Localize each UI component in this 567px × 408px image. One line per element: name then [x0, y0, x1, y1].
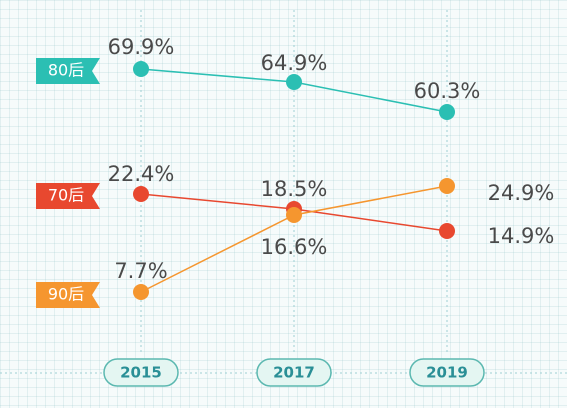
series-tag-bg: [36, 183, 100, 209]
x-tick-label: 2015: [120, 364, 162, 382]
data-point: [439, 223, 455, 239]
data-label: 14.9%: [488, 224, 555, 248]
x-tick-label: 2019: [426, 364, 468, 382]
data-label: 7.7%: [114, 259, 167, 283]
x-tick-pill: [103, 358, 179, 387]
series-tag: 90后: [36, 282, 100, 308]
x-tick-2015: 2015: [103, 358, 179, 387]
data-label: 24.9%: [488, 181, 555, 205]
series-tag-label: 90后: [48, 285, 84, 304]
data-label: 18.5%: [261, 177, 328, 201]
data-label: 60.3%: [414, 79, 481, 103]
data-label: 16.6%: [261, 235, 328, 259]
x-tick-2019: 2019: [409, 358, 485, 387]
x-tick-pill: [409, 358, 485, 387]
series-tag-label: 80后: [48, 61, 84, 80]
data-point: [286, 207, 302, 223]
data-point: [286, 74, 302, 90]
x-tick-2017: 2017: [256, 358, 332, 387]
data-point: [133, 284, 149, 300]
data-point: [133, 61, 149, 77]
series-tag-bg: [36, 58, 100, 84]
series-tag: 70后: [36, 183, 100, 209]
data-point: [439, 104, 455, 120]
data-point: [133, 186, 149, 202]
data-label: 69.9%: [108, 35, 175, 59]
data-label: 22.4%: [108, 162, 175, 186]
x-tick-label: 2017: [273, 364, 315, 382]
series-tag-label: 70后: [48, 186, 84, 205]
x-tick-pill: [256, 358, 332, 387]
data-point: [439, 178, 455, 194]
series-tag: 80后: [36, 58, 100, 84]
data-label: 64.9%: [261, 51, 328, 75]
series-tag-bg: [36, 282, 100, 308]
